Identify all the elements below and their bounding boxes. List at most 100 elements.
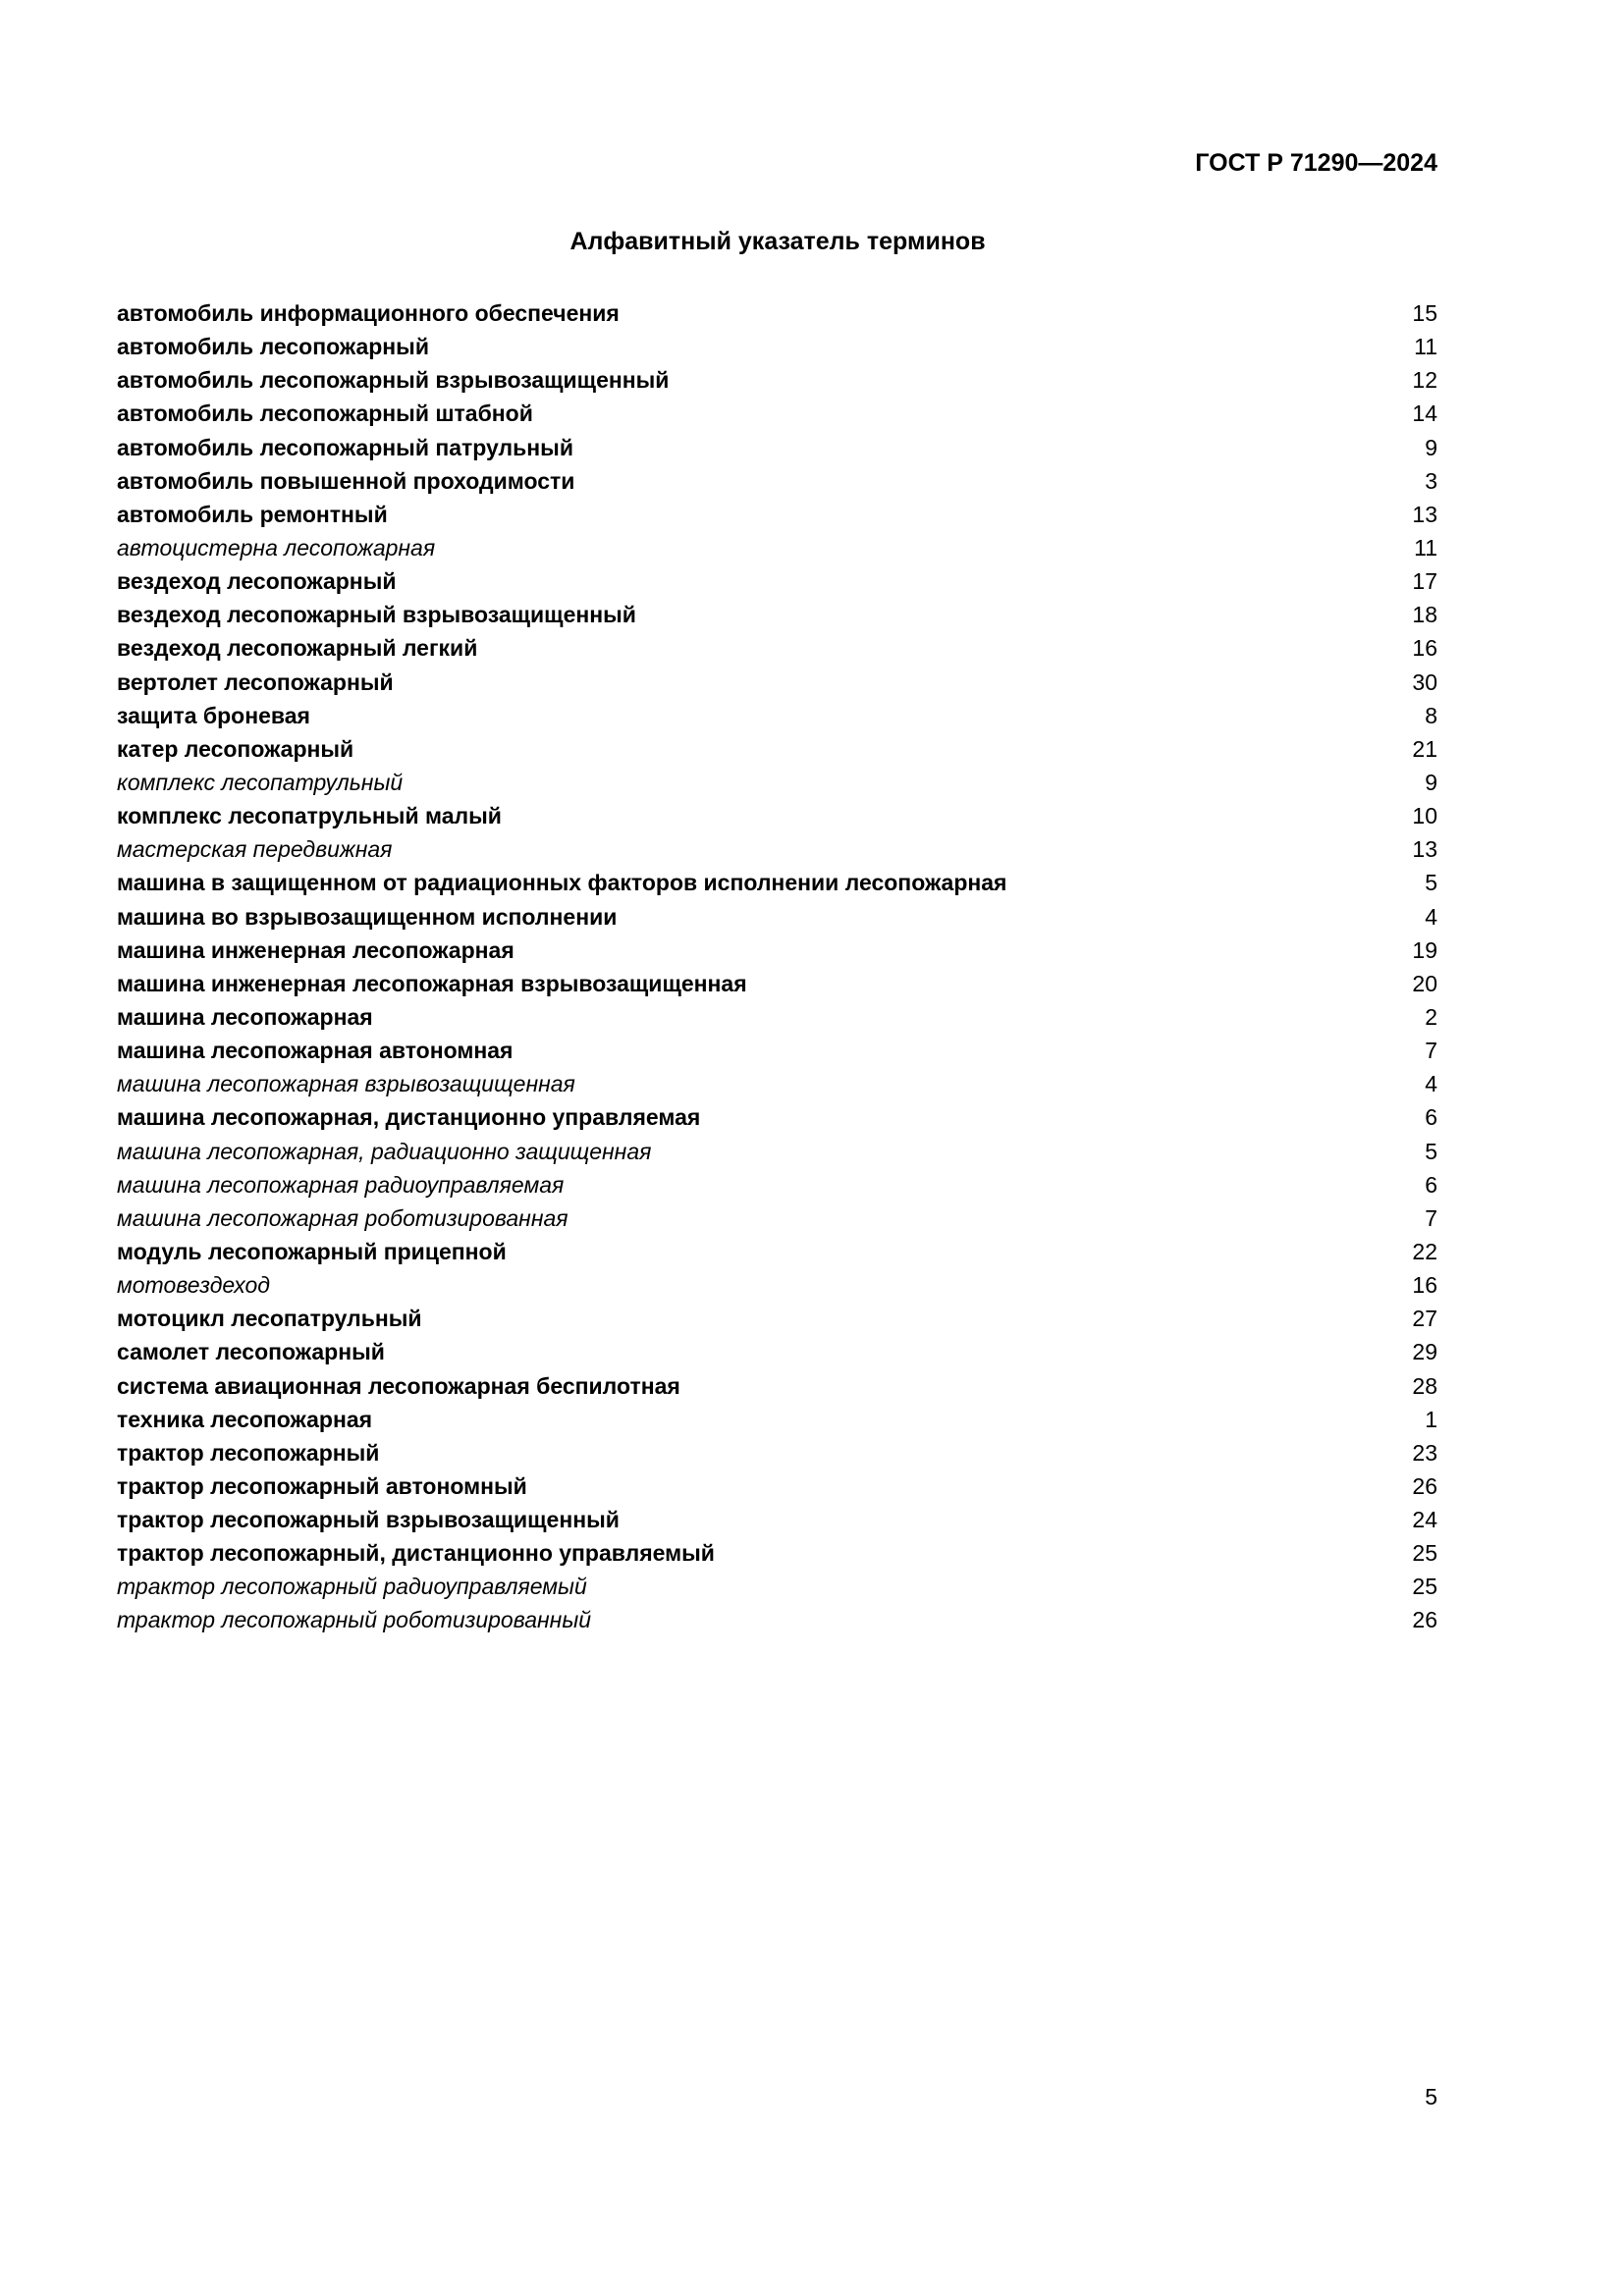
index-term: машина лесопожарная радиоуправляемая [117, 1171, 565, 1198]
index-page-ref: 10 [1412, 803, 1437, 829]
index-term: машина в защищенном от радиационных факт… [117, 870, 1007, 896]
index-page-ref: 20 [1412, 970, 1437, 996]
index-term: трактор лесопожарный автономный [117, 1472, 527, 1499]
index-term: трактор лесопожарный радиоуправляемый [117, 1574, 587, 1600]
index-term: комплекс лесопатрульный [117, 769, 404, 795]
index-page-ref: 5 [1425, 870, 1437, 896]
index-entry: мастерская передвижная 13 [117, 832, 1437, 866]
index-entry: машина лесопожарная 2 [117, 1000, 1437, 1034]
index-entry: машина лесопожарная взрывозащищенная 4 [117, 1067, 1437, 1100]
index-page-ref: 29 [1412, 1339, 1437, 1365]
index-term: машина лесопожарная роботизированная [117, 1204, 568, 1231]
index-term: автомобиль повышенной проходимости [117, 467, 575, 494]
index-term: система авиационная лесопожарная беспило… [117, 1372, 680, 1399]
index-entry: автомобиль лесопожарный патрульный 9 [117, 431, 1437, 464]
index-entry: трактор лесопожарный роботизированный 26 [117, 1603, 1437, 1636]
index-page-ref: 24 [1412, 1507, 1437, 1533]
index-entry: машина инженерная лесопожарная 19 [117, 934, 1437, 967]
index-page-ref: 3 [1425, 467, 1437, 494]
index-entry: вездеход лесопожарный легкий 16 [117, 631, 1437, 665]
index-entry: трактор лесопожарный радиоуправляемый 25 [117, 1570, 1437, 1603]
index-page-ref: 18 [1412, 602, 1437, 628]
index-term: машина лесопожарная [117, 1003, 373, 1030]
index-term: модуль лесопожарный прицепной [117, 1238, 507, 1264]
index-entry: вездеход лесопожарный 17 [117, 564, 1437, 598]
index-entry: автомобиль лесопожарный взрывозащищенный… [117, 363, 1437, 397]
index-entry: машина лесопожарная автономная 7 [117, 1034, 1437, 1067]
index-term: вездеход лесопожарный взрывозащищенный [117, 602, 636, 628]
index-term: машина инженерная лесопожарная взрывозащ… [117, 970, 747, 996]
term-index-list: автомобиль информационного обеспечения 15… [117, 296, 1437, 1637]
index-entry: мотовездеход 16 [117, 1268, 1437, 1302]
index-term: автоцистерна лесопожарная [117, 534, 436, 561]
index-entry: машина лесопожарная, дистанционно управл… [117, 1100, 1437, 1134]
index-term: машина лесопожарная, дистанционно управл… [117, 1104, 701, 1131]
index-entry: комплекс лесопатрульный малый 10 [117, 799, 1437, 832]
index-entry: комплекс лесопатрульный 9 [117, 766, 1437, 799]
index-entry: вертолет лесопожарный 30 [117, 666, 1437, 699]
index-page-ref: 9 [1425, 769, 1437, 795]
index-page-ref: 13 [1412, 501, 1437, 527]
index-page-ref: 26 [1412, 1607, 1437, 1633]
index-title: Алфавитный указатель терминов [569, 228, 986, 255]
index-page-ref: 8 [1425, 702, 1437, 728]
index-term: автомобиль лесопожарный взрывозащищенный [117, 367, 670, 394]
index-page-ref: 23 [1412, 1439, 1437, 1466]
index-page-ref: 16 [1412, 1272, 1437, 1299]
index-page-ref: 6 [1425, 1104, 1437, 1131]
index-entry: модуль лесопожарный прицепной 22 [117, 1235, 1437, 1268]
index-page-ref: 11 [1414, 534, 1437, 561]
index-term: вездеход лесопожарный легкий [117, 635, 478, 662]
index-term: комплекс лесопатрульный малый [117, 803, 502, 829]
index-entry: автомобиль повышенной проходимости 3 [117, 464, 1437, 498]
index-term: мотовездеход [117, 1272, 270, 1299]
index-entry: машина в защищенном от радиационных факт… [117, 866, 1437, 899]
index-page-ref: 25 [1412, 1540, 1437, 1567]
index-entry: вездеход лесопожарный взрывозащищенный 18 [117, 598, 1437, 631]
index-page-ref: 26 [1412, 1472, 1437, 1499]
index-entry: система авиационная лесопожарная беспило… [117, 1369, 1437, 1403]
index-entry: машина инженерная лесопожарная взрывозащ… [117, 967, 1437, 1000]
index-entry: защита броневая 8 [117, 699, 1437, 732]
index-term: мотоцикл лесопатрульный [117, 1306, 422, 1332]
index-entry: машина лесопожарная роботизированная 7 [117, 1201, 1437, 1235]
index-page-ref: 9 [1425, 434, 1437, 460]
index-term: автомобиль лесопожарный патрульный [117, 434, 573, 460]
index-page-ref: 17 [1412, 568, 1437, 595]
index-page-ref: 6 [1425, 1171, 1437, 1198]
index-term: вездеход лесопожарный [117, 568, 397, 595]
index-entry: автомобиль лесопожарный 11 [117, 330, 1437, 363]
index-page-ref: 14 [1412, 400, 1437, 427]
index-term: машина во взрывозащищенном исполнении [117, 903, 618, 930]
page-number: 5 [1425, 2084, 1437, 2109]
index-page-ref: 22 [1412, 1238, 1437, 1264]
index-page-ref: 7 [1425, 1204, 1437, 1231]
document-code: ГОСТ Р 71290—2024 [1195, 149, 1437, 177]
index-term: автомобиль ремонтный [117, 501, 388, 527]
index-page-ref: 1 [1425, 1406, 1437, 1432]
index-page-ref: 30 [1412, 668, 1437, 695]
index-page-ref: 2 [1425, 1003, 1437, 1030]
index-term: машина инженерная лесопожарная [117, 936, 514, 963]
index-term: машина лесопожарная, радиационно защищен… [117, 1138, 652, 1164]
index-entry: автомобиль лесопожарный штабной 14 [117, 397, 1437, 430]
index-entry: трактор лесопожарный автономный 26 [117, 1469, 1437, 1503]
index-term: автомобиль лесопожарный [117, 334, 429, 360]
index-page-ref: 7 [1425, 1038, 1437, 1064]
index-entry: машина лесопожарная радиоуправляемая 6 [117, 1168, 1437, 1201]
index-page-ref: 25 [1412, 1574, 1437, 1600]
index-term: защита броневая [117, 702, 310, 728]
index-page-ref: 15 [1412, 300, 1437, 326]
index-entry: автомобиль информационного обеспечения 15 [117, 296, 1437, 330]
index-page-ref: 19 [1412, 936, 1437, 963]
index-page-ref: 27 [1412, 1306, 1437, 1332]
index-entry: трактор лесопожарный 23 [117, 1436, 1437, 1469]
index-entry: трактор лесопожарный взрывозащищенный 24 [117, 1503, 1437, 1536]
index-entry: автомобиль ремонтный 13 [117, 498, 1437, 531]
index-entry: трактор лесопожарный, дистанционно управ… [117, 1536, 1437, 1570]
index-page-ref: 28 [1412, 1372, 1437, 1399]
index-term: трактор лесопожарный [117, 1439, 380, 1466]
index-term: самолет лесопожарный [117, 1339, 385, 1365]
index-page-ref: 11 [1414, 334, 1437, 360]
index-entry: машина во взрывозащищенном исполнении 4 [117, 900, 1437, 934]
